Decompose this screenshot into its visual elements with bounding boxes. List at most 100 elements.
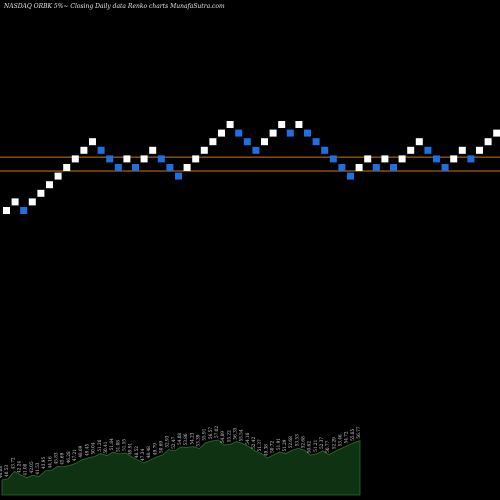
volume-data-label: 54.08 bbox=[177, 433, 182, 445]
volume-data-label: 50.77 bbox=[325, 440, 330, 452]
renko-brick bbox=[106, 155, 114, 163]
renko-bricks bbox=[3, 121, 500, 214]
volume-data-label: 52.68 bbox=[288, 436, 293, 448]
volume-area bbox=[1, 439, 361, 496]
volume-data-label: 40.08 bbox=[0, 466, 3, 478]
volume-data-label: 56.77 bbox=[356, 426, 361, 438]
volume-data-label: 54.16 bbox=[245, 432, 250, 444]
renko-brick bbox=[355, 164, 363, 171]
renko-brick bbox=[166, 164, 174, 171]
renko-brick bbox=[54, 172, 62, 180]
volume-data-label: 52.47 bbox=[171, 436, 176, 448]
renko-brick bbox=[364, 155, 372, 163]
renko-brick bbox=[157, 155, 165, 163]
renko-brick bbox=[424, 146, 432, 154]
renko-brick bbox=[390, 164, 397, 171]
volume-data-label: 48.48 bbox=[146, 446, 151, 458]
volume-data-label: 47.34 bbox=[140, 449, 145, 461]
renko-brick bbox=[433, 155, 440, 163]
volume-data-label: 54.89 bbox=[220, 431, 225, 443]
renko-brick bbox=[175, 172, 182, 180]
volume-data-label: 52.93 bbox=[165, 435, 170, 447]
volume-data-label: 52.68 bbox=[300, 436, 305, 448]
volume-data-label: 53.86 bbox=[183, 433, 188, 445]
renko-brick bbox=[63, 164, 71, 171]
volume-data-label: 42.05 bbox=[29, 461, 34, 473]
volume-data-label: 50.69 bbox=[158, 441, 163, 453]
volume-data-label: 57.02 bbox=[214, 426, 219, 438]
renko-brick bbox=[71, 155, 79, 163]
volume-data-label: 51.37 bbox=[257, 439, 262, 451]
volume-data-label: 50.41 bbox=[103, 441, 108, 453]
renko-brick bbox=[407, 146, 415, 154]
renko-brick bbox=[467, 155, 475, 163]
renko-brick bbox=[338, 164, 346, 171]
volume-data-label: 44.16 bbox=[47, 456, 52, 468]
volume-data-label: 52.37 bbox=[319, 437, 324, 449]
renko-brick bbox=[3, 207, 10, 214]
volume-data-label: 40.53 bbox=[4, 465, 9, 477]
volume-data-label: 55.91 bbox=[202, 428, 207, 440]
renko-brick bbox=[235, 129, 243, 137]
volume-data-label: 41.08 bbox=[23, 463, 28, 475]
renko-brick bbox=[89, 138, 96, 146]
chart-header-title: NASDAQ ORBK 5%~ Closing Daily data Renko… bbox=[4, 3, 225, 10]
volume-data-label: 45.69 bbox=[60, 452, 65, 464]
renko-brick bbox=[329, 155, 337, 163]
volume-data-label: 49.45 bbox=[84, 444, 89, 456]
renko-brick bbox=[347, 172, 354, 180]
renko-brick bbox=[20, 207, 28, 214]
volume-data-label: 51.55 bbox=[121, 439, 126, 451]
renko-brick bbox=[114, 164, 122, 171]
volume-data-label: 43.95 bbox=[41, 457, 46, 469]
volume-data-label: 51.08 bbox=[115, 440, 120, 452]
renko-brick bbox=[200, 146, 208, 154]
renko-brick bbox=[398, 155, 406, 163]
volume-data-label: 56.35 bbox=[233, 427, 238, 439]
volume-data-label: 54.72 bbox=[344, 431, 349, 443]
renko-brick bbox=[381, 155, 389, 163]
renko-brick bbox=[372, 164, 380, 171]
renko-brick bbox=[261, 138, 268, 146]
renko-brick bbox=[140, 155, 148, 163]
renko-brick bbox=[321, 146, 329, 154]
volume-data-label: 49.91 bbox=[128, 442, 133, 454]
volume-data-label: 48.52 bbox=[134, 446, 139, 458]
renko-brick bbox=[226, 121, 234, 128]
volume-data-label: 53.46 bbox=[337, 434, 342, 446]
volume-data-label: 53.53 bbox=[294, 434, 299, 446]
volume-data-label: 45.83 bbox=[54, 452, 59, 464]
volume-data-label: 55.22 bbox=[226, 430, 231, 442]
renko-brick bbox=[286, 129, 294, 137]
renko-brick bbox=[295, 121, 303, 128]
renko-brick bbox=[46, 181, 53, 189]
renko-brick bbox=[493, 129, 500, 137]
reference-lines bbox=[0, 156, 500, 172]
renko-brick bbox=[252, 146, 260, 154]
renko-brick bbox=[476, 146, 483, 154]
renko-brick bbox=[450, 155, 458, 163]
renko-brick bbox=[11, 198, 19, 206]
renko-brick bbox=[209, 138, 217, 146]
renko-brick bbox=[218, 129, 225, 137]
volume-data-label: 46.28 bbox=[66, 451, 71, 463]
volume-data-label: 56.57 bbox=[208, 427, 213, 439]
volume-data-label: 41.53 bbox=[35, 462, 40, 474]
renko-brick bbox=[458, 146, 466, 154]
renko-brick bbox=[243, 138, 251, 146]
volume-data-label: 53.39 bbox=[196, 434, 201, 446]
renko-brick bbox=[278, 121, 286, 128]
volume-data-label: 42.24 bbox=[17, 461, 22, 473]
volume-data-label: 52.42 bbox=[251, 437, 256, 449]
volume-data-label: 49.38 bbox=[263, 444, 268, 456]
renko-brick bbox=[183, 164, 191, 171]
volume-data-label: 50.72 bbox=[270, 441, 275, 453]
volume-data-label: 50.62 bbox=[307, 441, 312, 453]
volume-data-label: 51.26 bbox=[97, 439, 102, 451]
volume-data-label: 51.21 bbox=[313, 439, 318, 451]
renko-brick bbox=[192, 155, 200, 163]
renko-brick bbox=[415, 138, 423, 146]
